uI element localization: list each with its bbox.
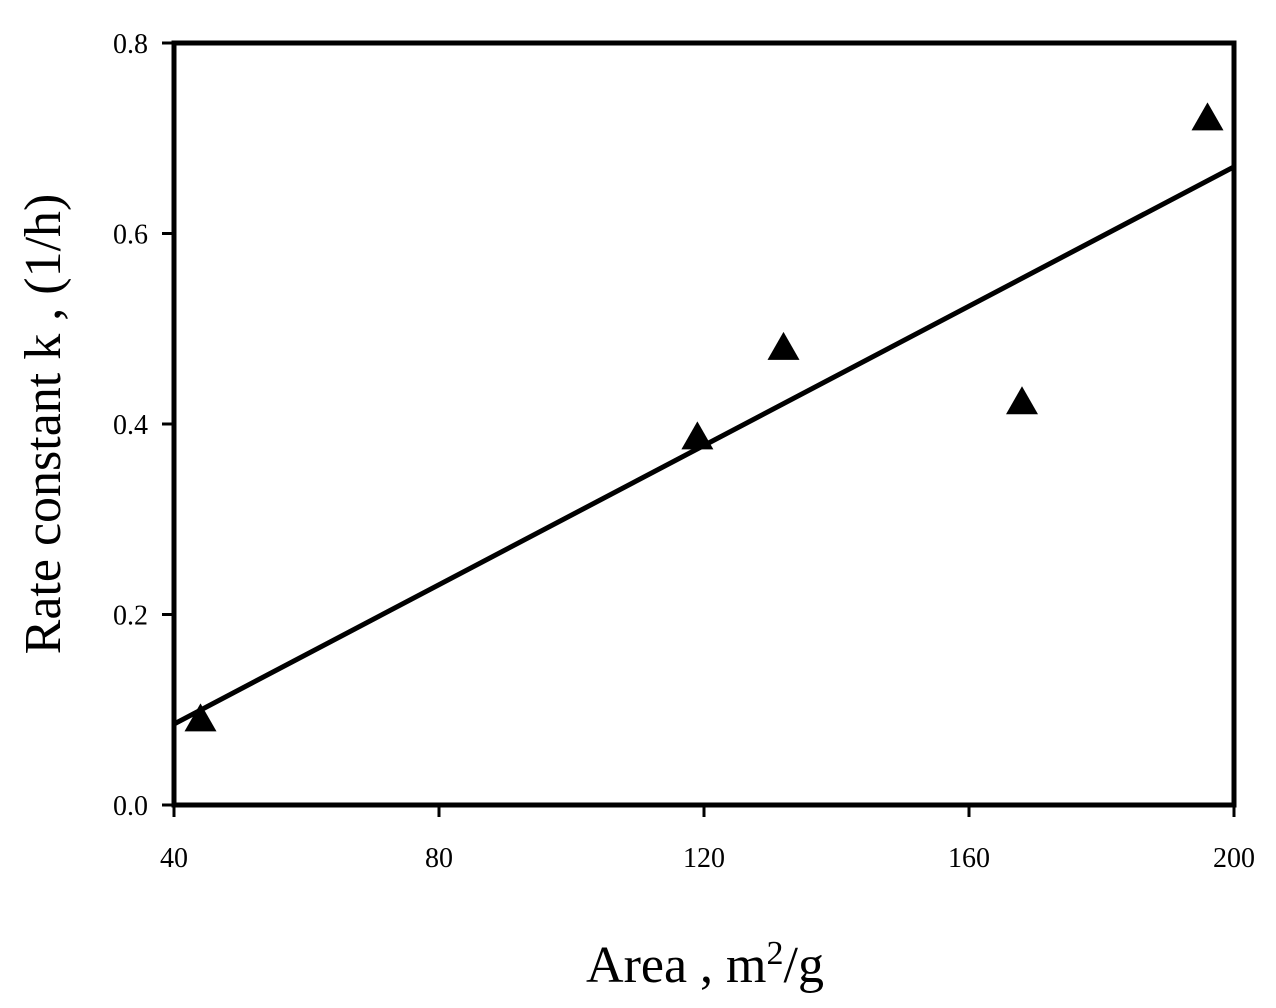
y-tick-label: 0.0 [113,791,148,822]
x-tick-label: 160 [948,843,990,874]
y-tick-label: 0.8 [113,29,148,60]
data-points [184,102,1224,732]
x-tick-label: 200 [1213,843,1255,874]
y-tick-label: 0.4 [113,410,148,441]
x-axis-title-main: Area , m [586,937,766,994]
x-axis-title: Area , m2/g [586,935,824,995]
data-point-triangle [184,703,217,732]
data-point-triangle [1006,386,1038,415]
y-axis-ticks: 0.0 0.2 0.4 0.6 0.8 [113,29,174,822]
x-axis-ticks: 40 80 120 160 200 [160,805,1255,874]
x-axis-title-superscript: 2 [767,935,784,972]
x-tick-label: 40 [160,843,188,874]
x-tick-label: 80 [425,843,453,874]
x-axis-title-unit: /g [784,937,824,994]
data-point-triangle [767,331,800,360]
data-point-triangle [681,421,714,450]
data-point-triangle [1191,102,1224,131]
x-tick-label: 120 [683,843,725,874]
y-axis-title: Rate constant k , (1/h) [15,194,72,655]
plot-frame [171,40,1237,808]
y-tick-label: 0.6 [113,220,148,251]
y-tick-label: 0.2 [113,601,148,632]
